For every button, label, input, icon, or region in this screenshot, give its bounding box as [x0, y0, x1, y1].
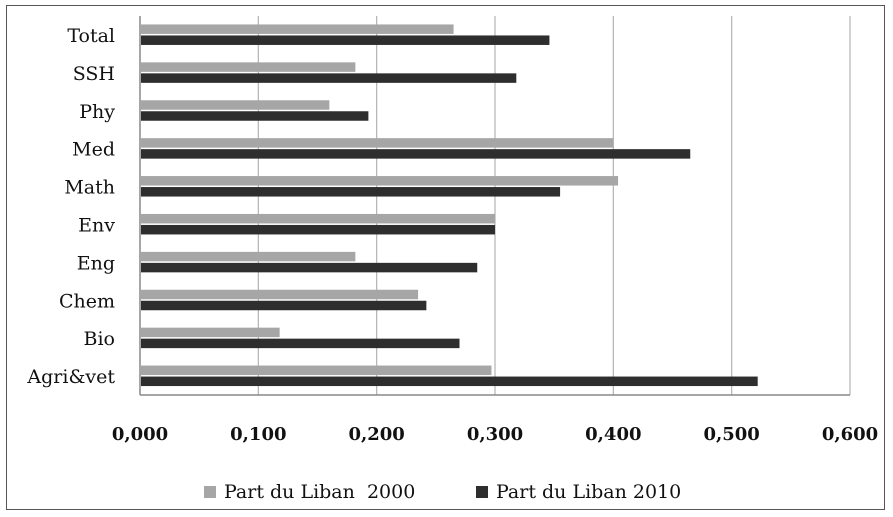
bar-2010 — [141, 73, 517, 83]
x-tick-label: 0,300 — [467, 424, 523, 445]
category-label: Med — [72, 139, 115, 161]
bar-2010 — [141, 338, 460, 349]
x-tick-label: 0,500 — [703, 424, 759, 445]
category-label: Total — [67, 25, 115, 47]
bar-2000 — [141, 289, 419, 300]
bar-2000 — [141, 62, 356, 72]
bar-2010 — [141, 262, 478, 273]
bar-2000 — [141, 138, 614, 148]
tick-labels: 0,000 0,100 0,200 0,300 0,400 0,500 0,600 — [112, 424, 878, 445]
category-label: Phy — [79, 101, 115, 123]
legend-swatch-2010 — [476, 486, 488, 498]
x-tick-label: 0,400 — [585, 424, 641, 445]
x-tick-label: 0,000 — [112, 424, 168, 445]
category-label: SSH — [73, 63, 115, 85]
bar-2010 — [141, 111, 369, 121]
legend-swatch-2000 — [204, 486, 216, 498]
bar-2000 — [141, 100, 330, 110]
bar-2010 — [141, 35, 550, 45]
gridlines — [257, 16, 851, 395]
bars — [141, 24, 758, 387]
legend-label-2000: Part du Liban 2000 — [224, 481, 415, 503]
category-label: Chem — [59, 290, 115, 312]
x-tick-label: 0,100 — [230, 424, 286, 445]
bar-2000 — [141, 327, 280, 338]
bar-2010 — [141, 187, 561, 197]
category-label: Eng — [77, 252, 115, 274]
bar-2010 — [141, 224, 495, 235]
bar-2010 — [141, 376, 758, 387]
bar-2000 — [141, 365, 492, 376]
x-tick-label: 0,200 — [348, 424, 404, 445]
x-tick-label: 0,600 — [822, 424, 878, 445]
legend: Part du Liban 2000 Part du Liban 2010 — [204, 481, 681, 503]
bar-2010 — [141, 149, 691, 159]
bar-2000 — [141, 251, 356, 262]
axes — [139, 16, 850, 396]
category-label: Agri&vet — [26, 366, 115, 388]
category-label: Math — [64, 177, 115, 199]
legend-label-2010: Part du Liban 2010 — [496, 481, 681, 503]
category-labels: Total SSH Phy Med Math Env Eng Chem Bio Agri&vet — [26, 25, 115, 388]
category-label: Bio — [84, 328, 115, 350]
bar-2000 — [141, 176, 619, 186]
category-label: Env — [78, 214, 115, 236]
bar-2000 — [141, 24, 454, 34]
bar-2010 — [141, 300, 427, 311]
bar-2000 — [141, 213, 495, 224]
